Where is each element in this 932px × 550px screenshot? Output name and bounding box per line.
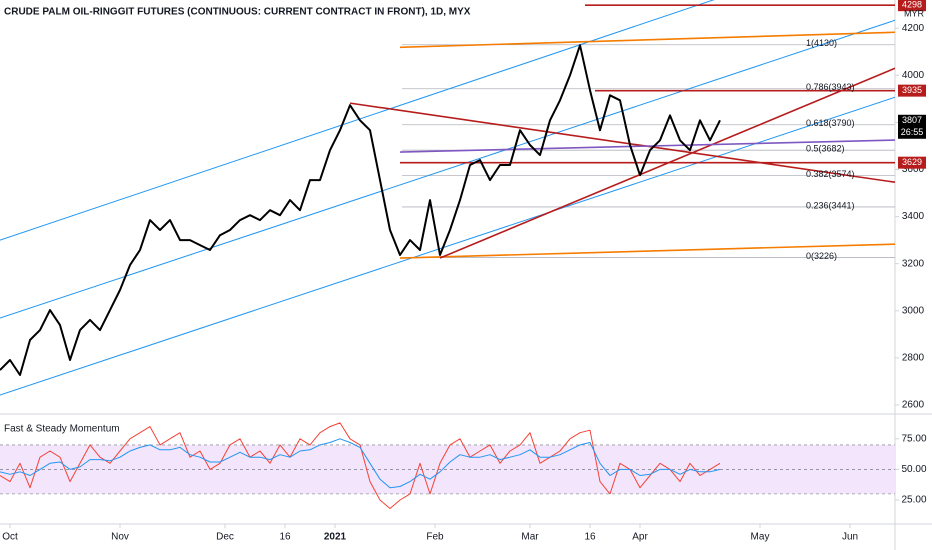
price-label-box [898, 0, 926, 12]
y-tick-label: 3000 [902, 305, 925, 316]
fib-label: 0.236(3441) [806, 200, 855, 210]
trend-line [399, 139, 895, 153]
x-tick-label: 16 [279, 532, 291, 543]
x-tick-label: Apr [632, 532, 648, 543]
y-tick-label: 4000 [902, 70, 925, 81]
y-tick-label: 4200 [902, 23, 925, 34]
x-tick-label: Dec [216, 532, 234, 543]
fib-label: 0.5(3682) [806, 144, 845, 154]
fib-label: 0.786(3943) [806, 82, 855, 92]
trend-line [0, 96, 895, 396]
x-tick-label: Jun [842, 532, 858, 543]
fib-label: 0.618(3790) [806, 118, 855, 128]
price-label: 3629 [902, 157, 922, 167]
fib-label: 0(3226) [806, 251, 837, 261]
currency: MYR [904, 8, 925, 18]
price-label: 3935 [902, 85, 922, 95]
price-label-box [898, 84, 926, 97]
price-label: 3807 [902, 115, 922, 125]
price-label-box [898, 114, 926, 139]
series-line [0, 438, 721, 489]
x-tick-label: Oct [2, 532, 18, 543]
y-tick-label: 50.00 [901, 464, 926, 475]
x-tick-label: 16 [584, 532, 596, 543]
trend-line [0, 19, 895, 319]
y-tick-label: 2800 [902, 352, 925, 363]
x-tick-label: Feb [426, 532, 444, 543]
trend-line [399, 243, 895, 259]
price-label-box [898, 156, 926, 169]
indicator-title: Fast & Steady Momentum [4, 424, 120, 435]
x-tick-label: Nov [111, 532, 129, 543]
y-tick-label: 25.00 [901, 495, 926, 506]
fib-label: 1(4130) [806, 38, 837, 48]
x-tick-label: 2021 [324, 532, 347, 543]
series-line [0, 422, 721, 509]
price-label: 4298 [902, 0, 922, 10]
x-tick-label: May [751, 532, 770, 543]
countdown: 26:55 [901, 127, 924, 137]
y-tick-label: 3600 [902, 164, 925, 175]
y-tick-label: 2600 [902, 400, 925, 411]
price-plot [0, 0, 895, 396]
y-tick-label: 3400 [902, 211, 925, 222]
trend-line [399, 31, 895, 49]
fib-label: 0.382(3574) [806, 169, 855, 179]
trend-line [349, 102, 895, 184]
y-tick-label: 3200 [902, 258, 925, 269]
x-tick-label: Mar [521, 532, 539, 543]
y-tick-label: 75.00 [901, 433, 926, 444]
series-line [0, 44, 721, 376]
chart-title: CRUDE PALM OIL-RINGGIT FUTURES (CONTINUO… [4, 7, 471, 18]
